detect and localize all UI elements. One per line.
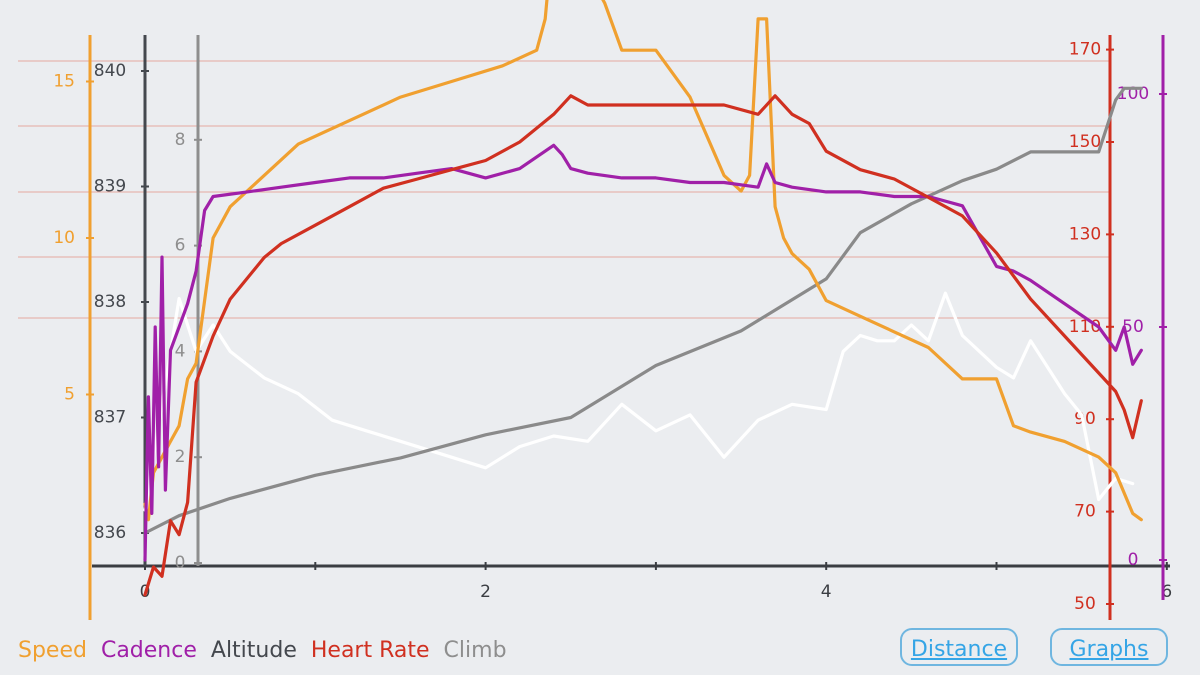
heart-rate-tick-label: 130 — [1069, 224, 1101, 244]
legend-heart-rate[interactable]: Heart Rate — [310, 638, 430, 663]
altitude-tick-label: 837 — [94, 408, 126, 428]
graphs-button[interactable]: Graphs — [1050, 628, 1168, 666]
heart-rate-tick-label: 50 — [1074, 594, 1096, 614]
legend-altitude[interactable]: Altitude — [210, 638, 297, 663]
heart-rate-tick-label: 150 — [1069, 132, 1101, 152]
series-speed — [143, 0, 1143, 522]
series-cadence — [143, 143, 1143, 562]
series-heart-rate — [143, 94, 1143, 597]
speed-tick-label: 5 — [64, 385, 75, 405]
x-tick-label: 2 — [480, 582, 491, 602]
climb-tick-label: 2 — [175, 447, 186, 467]
climb-tick-label: 4 — [175, 341, 186, 361]
speed-tick-label: 15 — [53, 72, 75, 92]
climb-tick-label: 0 — [175, 553, 186, 573]
altitude-tick-label: 840 — [94, 61, 126, 81]
altitude-tick-label: 838 — [94, 292, 126, 312]
series-altitude — [143, 86, 1143, 535]
distance-button[interactable]: Distance — [900, 628, 1018, 666]
altitude-tick-label: 839 — [94, 177, 126, 197]
altitude-tick-label: 836 — [94, 523, 126, 543]
chart-legend: Speed Cadence Altitude Heart Rate Climb — [18, 638, 521, 663]
climb-tick-label: 6 — [175, 236, 186, 256]
cadence-tick-label: 0 — [1128, 550, 1139, 570]
legend-speed[interactable]: Speed — [18, 638, 87, 663]
heart-rate-tick-label: 170 — [1069, 40, 1101, 60]
heart-rate-tick-label: 70 — [1074, 502, 1096, 522]
speed-tick-label: 10 — [53, 228, 75, 248]
cadence-tick-label: 50 — [1122, 317, 1144, 337]
climb-tick-label: 8 — [175, 130, 186, 150]
legend-cadence[interactable]: Cadence — [100, 638, 197, 663]
x-tick-label: 4 — [821, 582, 832, 602]
legend-climb[interactable]: Climb — [443, 638, 507, 663]
series-climb — [143, 291, 1135, 512]
x-tick-label: 6 — [1161, 582, 1172, 602]
